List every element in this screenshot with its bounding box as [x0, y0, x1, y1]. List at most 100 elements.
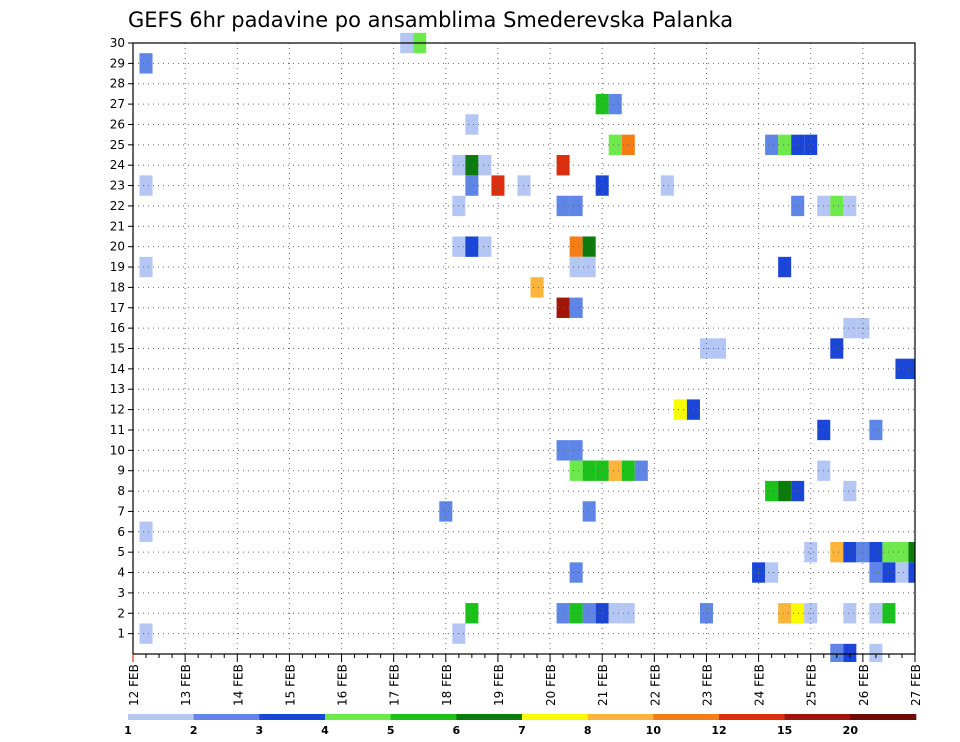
colorbar-swatch [653, 714, 720, 720]
x-tick-label: 17 FEB [388, 664, 402, 706]
colorbar-label: 10 [646, 724, 662, 737]
y-tick-label: 26 [110, 117, 125, 131]
data-cell [908, 541, 915, 563]
data-cell [569, 460, 583, 481]
colorbar-swatch [390, 714, 457, 720]
data-cell [660, 175, 674, 196]
data-cell [843, 317, 857, 339]
colorbar-swatch [456, 714, 523, 720]
data-cell [804, 541, 818, 563]
data-cell [778, 134, 792, 156]
data-cell [139, 256, 153, 278]
data-cell [869, 603, 883, 624]
data-cell [869, 643, 883, 662]
data-cell [869, 562, 883, 583]
colorbar-label: 12 [711, 724, 726, 737]
data-cell [139, 521, 153, 542]
data-cell [869, 541, 883, 563]
y-tick-label: 19 [110, 260, 125, 274]
data-cell [139, 53, 153, 74]
colorbar-swatch [850, 714, 917, 720]
colorbar-label: 15 [777, 724, 792, 737]
y-axis: 1234567891011121314151617181920212223242… [110, 36, 133, 641]
data-cell [843, 541, 857, 563]
data-cell [478, 236, 492, 257]
data-cell [673, 399, 687, 420]
y-tick-label: 18 [110, 280, 125, 294]
colorbar-swatch [719, 714, 785, 720]
y-tick-label: 30 [110, 36, 125, 50]
x-tick-label: 23 FEB [701, 664, 715, 706]
y-tick-label: 15 [110, 342, 125, 356]
data-cell [843, 195, 857, 217]
chart-title: GEFS 6hr padavine po ansamblima Smederev… [128, 8, 733, 32]
y-tick-label: 24 [110, 158, 125, 172]
y-tick-label: 12 [110, 403, 125, 417]
data-cell [634, 460, 648, 481]
grid-lines [133, 43, 915, 654]
x-tick-label: 16 FEB [336, 664, 350, 706]
y-tick-label: 1 [117, 627, 125, 641]
data-cell [569, 603, 583, 624]
data-cell [608, 93, 622, 115]
data-cell [582, 256, 596, 278]
y-tick-label: 6 [117, 525, 125, 539]
y-tick-label: 3 [117, 586, 125, 600]
y-tick-label: 25 [110, 138, 125, 152]
data-cell [895, 358, 909, 380]
data-cell [439, 501, 453, 522]
colorbar-swatch [325, 714, 391, 720]
data-cell [895, 562, 909, 583]
data-cell [608, 603, 622, 624]
data-cell [569, 195, 583, 217]
y-tick-label: 4 [117, 566, 125, 580]
x-tick-label: 24 FEB [753, 664, 767, 706]
data-cell [830, 195, 844, 217]
data-cell [895, 541, 909, 563]
data-cell [465, 175, 479, 196]
data-cells [139, 32, 915, 662]
data-cell [765, 480, 779, 502]
x-tick-label: 12 FEB [127, 664, 141, 706]
data-cell [908, 562, 915, 583]
data-cell [765, 134, 779, 156]
y-tick-label: 8 [117, 484, 125, 498]
y-tick-label: 7 [117, 504, 125, 518]
x-tick-label: 21 FEB [596, 664, 610, 706]
data-cell [465, 114, 479, 135]
data-cell [843, 480, 857, 502]
data-cell [595, 175, 609, 196]
data-cell [765, 562, 779, 583]
y-tick-label: 21 [110, 219, 125, 233]
y-tick-label: 20 [110, 240, 125, 254]
data-cell [569, 440, 583, 461]
y-tick-label: 27 [110, 97, 125, 111]
y-tick-label: 2 [117, 606, 125, 620]
data-cell [491, 175, 505, 196]
data-cell [569, 297, 583, 318]
data-cell [139, 175, 153, 196]
y-tick-label: 9 [117, 464, 125, 478]
colorbar-swatch [784, 714, 851, 720]
data-cell [465, 155, 479, 176]
data-cell [582, 501, 596, 522]
y-tick-label: 28 [110, 77, 125, 91]
colorbar-label: 5 [387, 724, 395, 737]
colorbar: 1 2 3 4 5 6 7 8 10 12 15 20 [124, 714, 917, 737]
data-cell [830, 541, 844, 563]
colorbar-label: 7 [518, 724, 526, 737]
y-tick-label: 16 [110, 321, 125, 335]
colorbar-label: 2 [190, 724, 198, 737]
colorbar-label: 8 [584, 724, 592, 737]
data-cell [139, 623, 153, 644]
data-cell [791, 195, 805, 217]
data-cell [595, 460, 609, 481]
y-tick-label: 14 [110, 362, 125, 376]
x-tick-label: 15 FEB [283, 664, 297, 706]
y-tick-label: 29 [110, 56, 125, 70]
data-cell [791, 134, 805, 156]
data-cell [569, 256, 583, 278]
colorbar-label: 20 [843, 724, 859, 737]
data-cell [712, 338, 727, 359]
